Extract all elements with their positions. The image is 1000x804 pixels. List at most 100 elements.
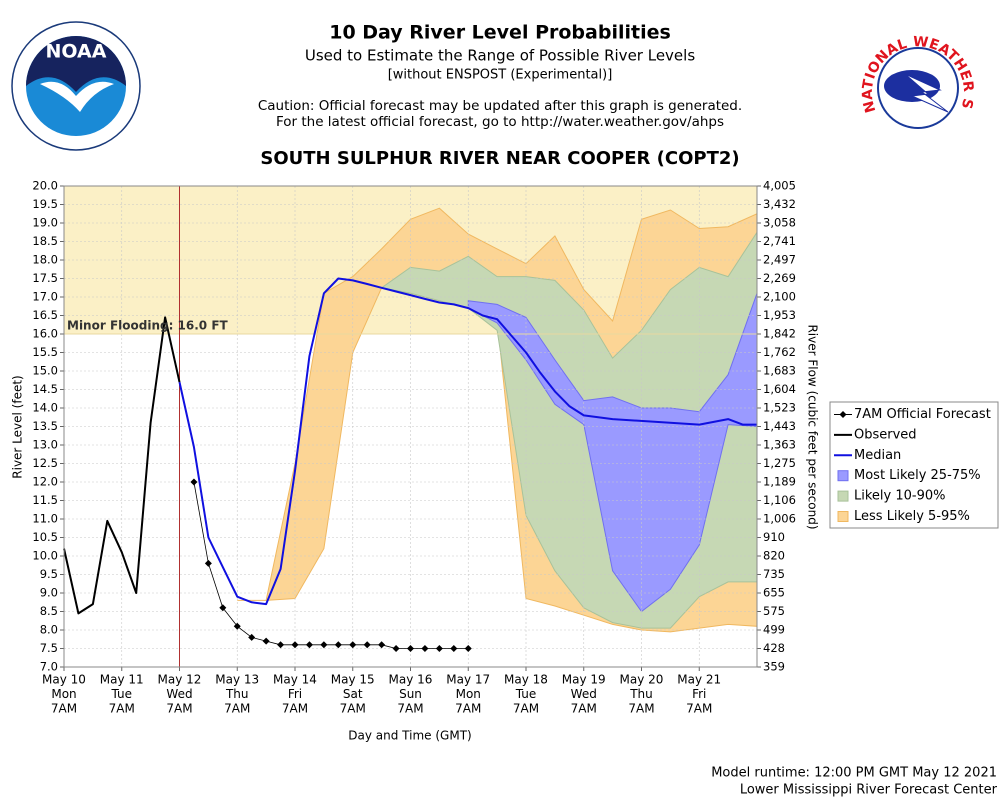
x-tick-label: May 19	[562, 673, 606, 687]
y-tick-label: 15.5	[32, 345, 58, 359]
nws-bolt	[904, 73, 949, 113]
x-tick-label: May 16	[389, 673, 433, 687]
noaa-bird	[40, 81, 114, 112]
y-tick-label: 12.5	[32, 456, 58, 470]
subtitle: Used to Estimate the Range of Possible R…	[305, 47, 695, 65]
y-tick-label: 18.0	[32, 253, 58, 267]
x-tick-label: 7AM	[224, 702, 250, 716]
y2-tick-label: 2,100	[763, 290, 796, 304]
y2-tick-label: 2,269	[763, 271, 796, 285]
y-tick-label: 16.0	[32, 327, 58, 341]
noaa-sky	[26, 36, 126, 92]
chart-title: 10 Day River Level Probabilities	[329, 22, 671, 44]
forecast-point	[349, 641, 357, 649]
y-tick-label: 9.5	[40, 567, 58, 581]
x-tick-label: 7AM	[51, 702, 77, 716]
x-tick-label: Tue	[515, 687, 537, 701]
y2-axis-title: River Flow (cubic feet per second)	[806, 324, 820, 529]
x-tick-label: May 15	[331, 673, 375, 687]
y-tick-label: 14.5	[32, 382, 58, 396]
forecast-point	[262, 637, 270, 645]
footer: Lower Mississippi River Forecast Center	[740, 783, 998, 798]
forecast-point	[291, 641, 299, 649]
y2-tick-label: 1,604	[763, 382, 796, 396]
plot-frame	[63, 185, 758, 668]
legend-label: Most Likely 25-75%	[854, 468, 981, 483]
forecast-point	[219, 604, 227, 612]
x-tick-label: 7AM	[397, 702, 423, 716]
y-tick-label: 13.5	[32, 419, 58, 433]
y2-tick-label: 820	[763, 549, 785, 563]
y-tick-label: 18.5	[32, 234, 58, 248]
y2-tick-label: 655	[763, 586, 785, 600]
legend-frame	[829, 401, 999, 529]
forecast-point	[334, 641, 342, 649]
x-tick-label: Fri	[288, 687, 302, 701]
caution: Caution: Official forecast may be update…	[258, 98, 742, 114]
y2-tick-label: 575	[763, 604, 785, 618]
forecast-point	[450, 645, 458, 652]
forecast-point	[464, 645, 472, 652]
x-tick-label: 7AM	[109, 702, 135, 716]
legend-label: Observed	[854, 427, 917, 442]
subtitle: [without ENSPOST (Experimental)]	[388, 68, 613, 83]
x-tick-label: May 20	[620, 673, 664, 687]
plot-area	[63, 185, 758, 668]
y-tick-label: 19.5	[32, 197, 58, 211]
x-tick-label: 7AM	[571, 702, 597, 716]
forecast-point	[363, 641, 371, 649]
series-line	[178, 277, 757, 606]
legend: 7AM Official Forecast Observed Median Most …	[829, 401, 999, 529]
forecast-point	[248, 633, 256, 641]
y2-tick-label: 3,432	[763, 197, 796, 211]
y2-tick-label: 4,005	[763, 179, 796, 193]
y2-tick-label: 1,275	[763, 456, 796, 470]
y2-tick-label: 1,363	[763, 438, 796, 452]
y-tick-label: 17.0	[32, 290, 58, 304]
y-tick-label: 10.0	[32, 549, 58, 563]
x-tick-label: Mon	[51, 687, 76, 701]
noaa-logo: NOAA	[11, 21, 141, 151]
y2-tick-label: 910	[763, 530, 785, 544]
legend-label: Less Likely 5-95%	[854, 509, 970, 524]
y2-tick-label: 359	[763, 660, 785, 674]
x-tick-label: 7AM	[340, 702, 366, 716]
x-tick-label: Thu	[629, 687, 653, 701]
x-tick-label: May 11	[100, 673, 144, 687]
y-tick-label: 15.0	[32, 364, 58, 378]
legend-swatch	[837, 511, 849, 522]
forecast-point	[320, 641, 328, 649]
x-tick-label: May 14	[273, 673, 317, 687]
y2-tick-label: 1,683	[763, 364, 796, 378]
y-tick-label: 8.0	[40, 623, 58, 637]
x-tick-label: May 13	[215, 673, 259, 687]
y2-tick-label: 1,762	[763, 345, 796, 359]
y2-tick-label: 1,842	[763, 327, 796, 341]
y-tick-label: 10.5	[32, 530, 58, 544]
legend-swatch	[837, 470, 849, 482]
y2-tick-label: 2,497	[763, 253, 796, 267]
x-tick-label: 7AM	[166, 702, 192, 716]
noaa-text: NOAA	[46, 41, 107, 63]
x-tick-label: Wed	[571, 687, 597, 701]
y-tick-label: 19.0	[32, 216, 58, 230]
x-axis-title: Day and Time (GMT)	[348, 729, 471, 743]
x-tick-label: 7AM	[628, 702, 654, 716]
forecast-point	[392, 645, 400, 652]
y2-tick-label: 428	[763, 641, 785, 655]
caution: For the latest official forecast, go to …	[276, 114, 724, 130]
series-line	[63, 316, 181, 615]
y-tick-label: 11.0	[32, 512, 58, 526]
y2-tick-label: 1,006	[763, 512, 796, 526]
x-tick-label: May 12	[158, 673, 202, 687]
y2-tick-label: 2,741	[763, 234, 796, 248]
forecast-point	[421, 645, 429, 652]
x-tick-label: Tue	[111, 687, 133, 701]
y2-tick-label: 735	[763, 567, 785, 581]
y2-tick-label: 499	[763, 623, 785, 637]
y-tick-label: 20.0	[32, 179, 58, 193]
y-tick-label: 13.0	[32, 438, 58, 452]
x-tick-label: May 18	[504, 673, 548, 687]
legend-label: Likely 10-90%	[854, 489, 945, 504]
